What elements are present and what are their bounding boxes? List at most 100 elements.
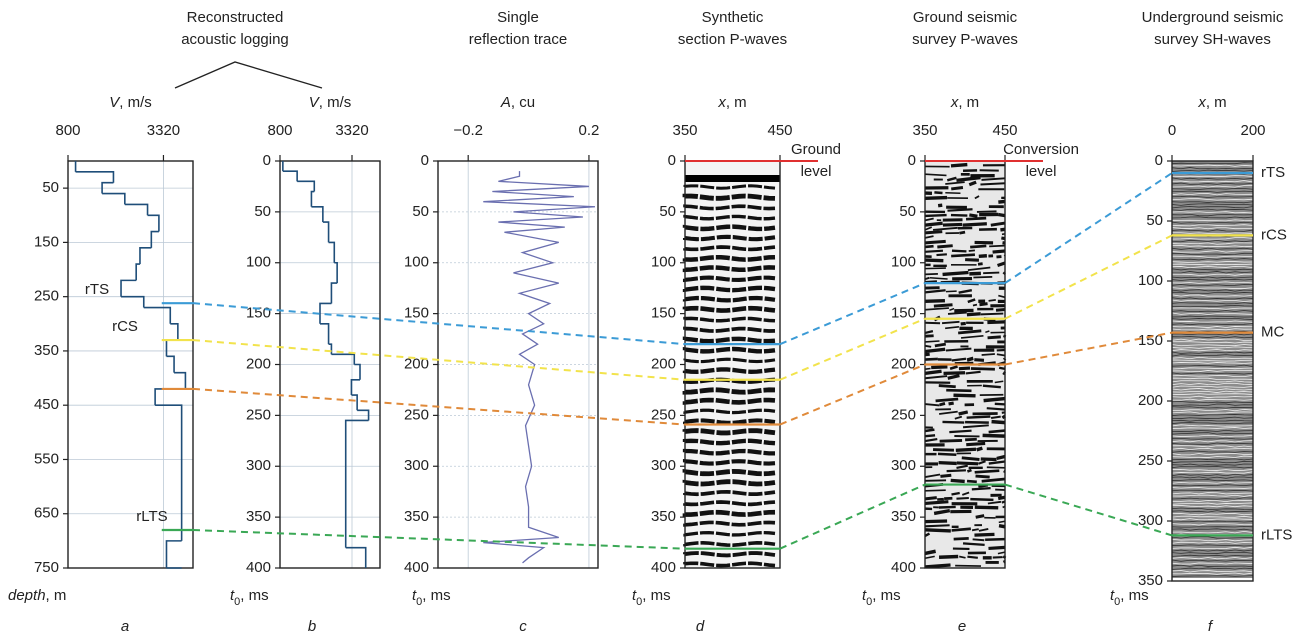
- seismic-stroke: [924, 244, 934, 249]
- seismic-stroke: [1171, 268, 1254, 271]
- seismic-stroke: [962, 542, 985, 547]
- seismic-stroke: [1171, 471, 1254, 474]
- seismic-stroke: [924, 226, 933, 231]
- log-segment: [350, 378, 360, 396]
- y-tick-label: 400: [246, 559, 271, 576]
- y-tick-label: 350: [891, 508, 916, 525]
- seismic-stroke: [939, 439, 963, 443]
- synthetic-band: [682, 275, 776, 283]
- seismic-stroke: [939, 402, 946, 407]
- seismic-stroke: [1171, 177, 1254, 180]
- y-tick-label: 150: [34, 233, 59, 250]
- seismic-stroke: [924, 267, 946, 270]
- seismic-stroke: [924, 357, 938, 361]
- seismic-stroke: [970, 244, 987, 249]
- synthetic-band: [683, 489, 776, 497]
- seismic-stroke: [1171, 216, 1254, 219]
- axis-subscript: 0: [234, 596, 240, 608]
- seismic-stroke: [966, 312, 981, 317]
- seismic-stroke: [961, 491, 970, 496]
- synthetic-band: [682, 509, 776, 517]
- seismic-stroke: [959, 230, 966, 235]
- seismic-stroke: [1171, 169, 1254, 173]
- synthetic-band: [682, 346, 776, 354]
- seismic-stroke: [945, 347, 972, 352]
- y-tick-label: 300: [1138, 512, 1163, 529]
- seismic-stroke: [997, 495, 1006, 501]
- y-tick-label: 150: [651, 305, 676, 322]
- y-tick-label: 50: [659, 203, 676, 220]
- horizon-connector: [192, 529, 686, 550]
- horizon-label: rTS: [85, 281, 109, 298]
- seismic-stroke: [954, 415, 963, 420]
- seismic-stroke: [1171, 195, 1254, 198]
- seismic-stroke: [1171, 372, 1254, 375]
- seismic-stroke: [947, 311, 967, 315]
- seismic-stroke: [1171, 287, 1254, 289]
- seismic-stroke: [1171, 525, 1254, 528]
- seismic-stroke: [998, 524, 1006, 529]
- seismic-stroke: [992, 249, 1006, 254]
- seismic-stroke: [1171, 416, 1254, 419]
- seismic-stroke: [965, 420, 989, 424]
- axis-symbol: t: [862, 587, 867, 604]
- seismic-stroke: [1171, 208, 1254, 211]
- y-tick-label: 150: [404, 305, 429, 322]
- synthetic-band: [683, 500, 776, 507]
- seismic-stroke: [980, 312, 1004, 316]
- seismic-stroke: [960, 335, 984, 339]
- seismic-stroke: [941, 320, 960, 325]
- log-segment: [166, 355, 175, 373]
- seismic-stroke: [966, 441, 986, 447]
- seismic-stroke: [965, 370, 981, 375]
- log-segment: [345, 546, 367, 568]
- y-axis-label: t0, ms: [1110, 587, 1149, 608]
- seismic-stroke: [1171, 541, 1254, 544]
- synthetic-band: [683, 541, 776, 547]
- seismic-stroke: [966, 415, 991, 419]
- seismic-stroke: [1171, 224, 1254, 227]
- seismic-stroke: [991, 419, 1006, 425]
- y-tick-label: 250: [891, 406, 916, 423]
- seismic-stroke: [1171, 349, 1254, 352]
- seismic-stroke: [938, 460, 957, 466]
- synthetic-band: [682, 397, 776, 405]
- synthetic-band: [682, 459, 776, 466]
- seismic-stroke: [924, 299, 945, 304]
- seismic-stroke: [946, 388, 972, 393]
- seismic-stroke: [1171, 182, 1254, 185]
- horizon-connector: [779, 282, 926, 346]
- seismic-stroke: [1171, 455, 1254, 458]
- x-axis-label: x, m: [950, 94, 979, 111]
- seismic-stroke: [938, 505, 956, 509]
- seismic-stroke: [1171, 463, 1254, 466]
- log-segment: [330, 282, 338, 304]
- seismic-stroke: [958, 329, 982, 335]
- seismic-stroke: [1171, 575, 1254, 577]
- seismic-stroke: [1171, 557, 1254, 560]
- seismic-stroke: [934, 191, 943, 195]
- axis-symbol: A: [500, 94, 511, 111]
- y-tick-label: 350: [404, 508, 429, 525]
- x-tick-label: 3320: [147, 122, 180, 139]
- seismic-stroke: [985, 330, 990, 334]
- panel-frame: [67, 160, 194, 569]
- log-segment: [357, 409, 370, 421]
- horizon-label: rCS: [112, 318, 138, 335]
- y-tick-label: 150: [246, 305, 271, 322]
- axis-symbol: t: [1110, 587, 1115, 604]
- seismic-stroke: [1171, 375, 1254, 378]
- seismic-stroke: [924, 555, 935, 560]
- x-tick-label: 800: [267, 122, 292, 139]
- seismic-stroke: [924, 437, 938, 443]
- log-segment: [328, 241, 336, 263]
- seismic-stroke: [1171, 250, 1254, 253]
- seismic-stroke: [931, 365, 948, 370]
- seismic-stroke: [973, 276, 993, 279]
- log-segment: [139, 247, 152, 265]
- log-segment: [310, 190, 315, 207]
- y-tick-label: 50: [254, 203, 271, 220]
- seismic-stroke: [1171, 536, 1254, 539]
- seismic-stroke: [998, 294, 1006, 299]
- seismic-stroke: [983, 271, 1000, 275]
